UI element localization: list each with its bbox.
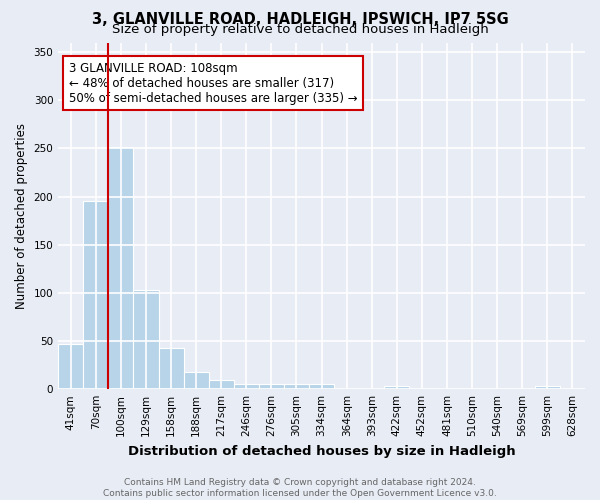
Y-axis label: Number of detached properties: Number of detached properties <box>15 123 28 309</box>
Bar <box>158 348 184 389</box>
Bar <box>209 380 234 389</box>
X-axis label: Distribution of detached houses by size in Hadleigh: Distribution of detached houses by size … <box>128 444 515 458</box>
Bar <box>234 384 259 389</box>
Bar <box>385 386 409 389</box>
Bar <box>309 384 334 389</box>
Bar <box>535 386 560 389</box>
Text: 3, GLANVILLE ROAD, HADLEIGH, IPSWICH, IP7 5SG: 3, GLANVILLE ROAD, HADLEIGH, IPSWICH, IP… <box>92 12 508 28</box>
Bar <box>109 146 133 389</box>
Bar <box>83 202 109 389</box>
Text: Contains HM Land Registry data © Crown copyright and database right 2024.
Contai: Contains HM Land Registry data © Crown c… <box>103 478 497 498</box>
Text: 3 GLANVILLE ROAD: 108sqm
← 48% of detached houses are smaller (317)
50% of semi-: 3 GLANVILLE ROAD: 108sqm ← 48% of detach… <box>69 62 358 104</box>
Text: Size of property relative to detached houses in Hadleigh: Size of property relative to detached ho… <box>112 22 488 36</box>
Bar <box>184 372 209 389</box>
Bar <box>58 344 83 389</box>
Bar <box>133 290 158 389</box>
Bar <box>259 384 284 389</box>
Bar <box>284 384 309 389</box>
